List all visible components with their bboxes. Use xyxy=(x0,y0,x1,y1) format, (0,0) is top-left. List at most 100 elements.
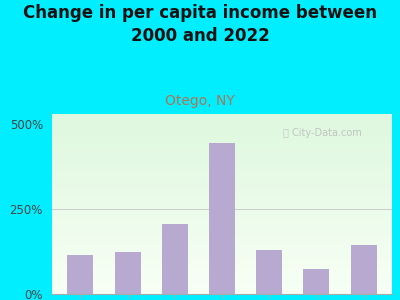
Bar xyxy=(52,280,392,281)
Bar xyxy=(52,247,392,249)
Bar xyxy=(52,208,392,209)
Bar xyxy=(52,137,392,139)
Bar xyxy=(52,114,392,116)
Bar xyxy=(52,215,392,217)
Bar xyxy=(52,249,392,251)
Bar xyxy=(52,262,392,263)
Bar xyxy=(52,206,392,208)
Bar xyxy=(351,245,377,294)
Bar xyxy=(52,254,392,256)
Bar xyxy=(52,278,392,280)
Bar xyxy=(52,267,392,269)
Bar xyxy=(52,260,392,262)
Bar xyxy=(52,290,392,292)
Bar xyxy=(52,150,392,152)
Bar xyxy=(52,170,392,172)
Bar xyxy=(52,245,392,247)
Bar xyxy=(52,227,392,229)
Bar xyxy=(52,177,392,179)
Bar xyxy=(52,213,392,215)
Bar xyxy=(52,132,392,134)
Bar xyxy=(52,244,392,245)
Bar xyxy=(52,263,392,265)
Bar xyxy=(52,175,392,177)
Bar xyxy=(52,159,392,161)
Bar xyxy=(52,145,392,146)
Bar xyxy=(52,123,392,125)
Bar xyxy=(52,191,392,193)
Bar xyxy=(52,283,392,285)
Bar xyxy=(52,141,392,143)
Bar xyxy=(52,193,392,195)
Bar xyxy=(304,268,330,294)
Bar xyxy=(52,118,392,119)
Bar xyxy=(52,168,392,170)
Bar xyxy=(52,265,392,267)
Bar xyxy=(52,289,392,290)
Bar xyxy=(52,269,392,271)
Bar xyxy=(52,287,392,289)
Bar xyxy=(52,222,392,224)
Bar xyxy=(52,236,392,238)
Bar xyxy=(52,134,392,136)
Bar xyxy=(52,217,392,218)
Bar xyxy=(52,127,392,128)
Bar xyxy=(52,220,392,222)
Bar xyxy=(52,172,392,173)
Bar xyxy=(52,164,392,166)
Bar xyxy=(52,253,392,254)
Bar xyxy=(52,155,392,157)
Bar xyxy=(52,188,392,190)
Bar xyxy=(52,258,392,260)
Bar xyxy=(162,224,188,294)
Bar xyxy=(52,128,392,130)
Bar xyxy=(52,211,392,213)
Bar xyxy=(52,209,392,211)
Bar xyxy=(52,271,392,272)
Bar xyxy=(52,166,392,168)
Bar xyxy=(52,195,392,197)
Bar xyxy=(209,143,235,294)
Bar xyxy=(52,235,392,236)
Bar xyxy=(52,182,392,184)
Bar xyxy=(52,204,392,206)
Text: Otego, NY: Otego, NY xyxy=(165,94,235,109)
Bar xyxy=(67,255,93,294)
Bar xyxy=(52,251,392,253)
Bar xyxy=(52,121,392,123)
Bar xyxy=(52,154,392,155)
Bar xyxy=(52,184,392,186)
Bar xyxy=(52,186,392,188)
Bar xyxy=(52,130,392,132)
Bar xyxy=(52,143,392,145)
Bar xyxy=(114,251,140,294)
Bar xyxy=(52,226,392,227)
Bar xyxy=(52,139,392,141)
Bar xyxy=(52,148,392,150)
Bar xyxy=(52,218,392,220)
Bar xyxy=(52,231,392,233)
Bar xyxy=(52,199,392,200)
Bar xyxy=(52,163,392,164)
Bar xyxy=(52,285,392,287)
Bar xyxy=(52,224,392,226)
Bar xyxy=(256,250,282,294)
Text: Change in per capita income between
2000 and 2022: Change in per capita income between 2000… xyxy=(23,4,377,45)
Bar xyxy=(52,181,392,182)
Bar xyxy=(52,276,392,278)
Bar xyxy=(52,233,392,235)
Bar xyxy=(52,200,392,202)
Text: ⓘ City-Data.com: ⓘ City-Data.com xyxy=(283,128,362,138)
Bar xyxy=(52,157,392,159)
Bar xyxy=(52,256,392,258)
Bar xyxy=(52,173,392,175)
Bar xyxy=(52,229,392,231)
Bar xyxy=(52,197,392,199)
Bar xyxy=(52,202,392,204)
Bar xyxy=(52,125,392,127)
Bar xyxy=(52,179,392,181)
Bar xyxy=(52,240,392,242)
Bar xyxy=(52,146,392,148)
Bar xyxy=(52,119,392,121)
Bar xyxy=(52,152,392,154)
